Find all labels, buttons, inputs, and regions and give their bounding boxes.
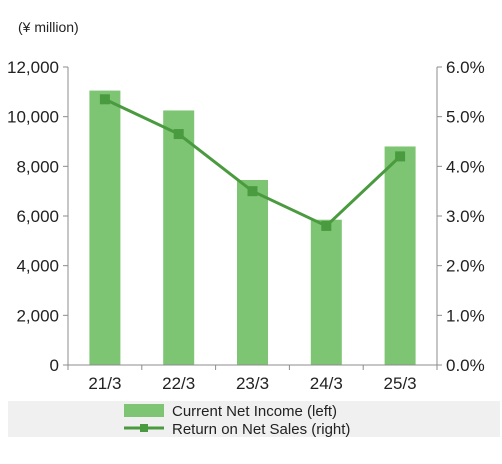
line-point-marker: [395, 151, 406, 162]
line-point-marker: [247, 186, 258, 197]
x-tick-label: 24/3: [310, 374, 343, 393]
legend-bar-swatch: [124, 404, 164, 417]
x-tick-label: 22/3: [162, 374, 195, 393]
y-left-tick-label: 12,000: [7, 58, 59, 77]
y-right-tick-label: 0.0%: [446, 356, 485, 375]
y-right-tick-label: 3.0%: [446, 207, 485, 226]
bar: [163, 110, 195, 365]
bar: [89, 90, 121, 365]
y-left-tick-label: 8,000: [16, 157, 59, 176]
y-left-tick-label: 0: [50, 356, 59, 375]
bar: [310, 219, 342, 365]
line-point-marker: [99, 94, 110, 105]
line-point-marker: [173, 129, 184, 140]
unit-label: (¥ million): [18, 19, 79, 35]
y-left-tick-label: 6,000: [16, 207, 59, 226]
x-tick-label: 21/3: [88, 374, 121, 393]
y-left-tick-label: 4,000: [16, 257, 59, 276]
legend-label-income: Current Net Income (left): [172, 403, 337, 420]
y-right-tick-label: 4.0%: [446, 157, 485, 176]
y-left-tick-label: 2,000: [16, 306, 59, 325]
bar: [384, 146, 416, 365]
line-point-marker: [321, 220, 332, 231]
legend-line-marker: [140, 424, 148, 432]
bar: [237, 179, 268, 365]
x-tick-label: 23/3: [236, 374, 269, 393]
y-left-tick-label: 10,000: [7, 108, 59, 127]
y-right-tick-label: 5.0%: [446, 108, 485, 127]
legend-background: [8, 401, 500, 437]
legend: Current Net Income (left) Return on Net …: [124, 403, 350, 438]
y-right-tick-label: 1.0%: [446, 306, 485, 325]
legend-label-ros: Return on Net Sales (right): [172, 421, 350, 438]
x-tick-label: 25/3: [384, 374, 417, 393]
y-right-tick-label: 6.0%: [446, 58, 485, 77]
y-right-tick-label: 2.0%: [446, 257, 485, 276]
